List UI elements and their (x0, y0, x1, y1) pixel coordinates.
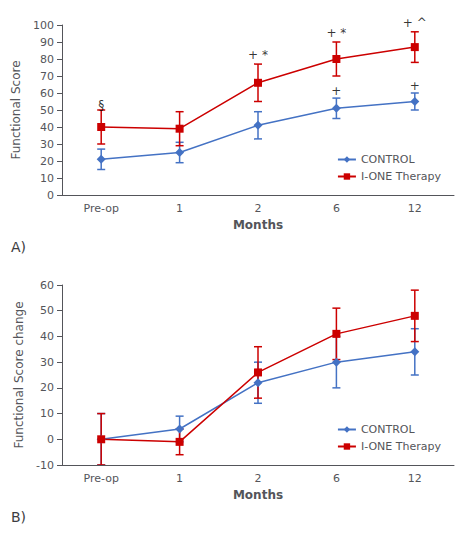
svg-text:A): A) (11, 239, 26, 255)
svg-text:20: 20 (40, 155, 54, 168)
svg-text:30: 30 (40, 356, 54, 369)
svg-text:Months: Months (233, 218, 283, 232)
svg-text:CONTROL: CONTROL (361, 423, 416, 436)
svg-text:50: 50 (40, 304, 54, 317)
svg-text:6: 6 (333, 202, 340, 215)
svg-text:1: 1 (176, 202, 183, 215)
svg-text:12: 12 (408, 472, 422, 485)
svg-text:Months: Months (233, 488, 283, 502)
svg-text:I-ONE Therapy: I-ONE Therapy (361, 170, 442, 183)
svg-text:20: 20 (40, 381, 54, 394)
svg-text:2: 2 (255, 202, 262, 215)
svg-text:Pre-op: Pre-op (84, 202, 119, 215)
svg-text:40: 40 (40, 121, 54, 134)
svg-text:60: 60 (40, 87, 54, 100)
svg-text:10: 10 (40, 407, 54, 420)
svg-text:80: 80 (40, 53, 54, 66)
svg-text:30: 30 (40, 138, 54, 151)
svg-text:Pre-op: Pre-op (84, 472, 119, 485)
svg-text:I-ONE Therapy: I-ONE Therapy (361, 440, 442, 453)
svg-text:Functional Score change: Functional Score change (12, 301, 26, 448)
svg-text:60: 60 (40, 279, 54, 292)
svg-text:0: 0 (47, 433, 54, 446)
svg-text:+: + (331, 84, 341, 98)
svg-text:+: + (410, 79, 420, 93)
svg-text:100: 100 (33, 19, 54, 32)
svg-text:Functional Score: Functional Score (9, 60, 23, 159)
svg-text:CONTROL: CONTROL (361, 153, 416, 166)
svg-text:1: 1 (176, 472, 183, 485)
svg-text:0: 0 (47, 189, 54, 202)
svg-text:+ *: + * (326, 26, 346, 40)
svg-text:6: 6 (333, 472, 340, 485)
svg-text:§: § (98, 98, 104, 112)
svg-text:B): B) (11, 509, 26, 525)
svg-text:12: 12 (408, 202, 422, 215)
svg-text:50: 50 (40, 104, 54, 117)
svg-text:2: 2 (255, 472, 262, 485)
svg-text:10: 10 (40, 172, 54, 185)
svg-text:+ *: + * (248, 48, 268, 62)
svg-text:90: 90 (40, 36, 54, 49)
svg-text:-10: -10 (36, 459, 54, 472)
svg-text:+ ^: + ^ (403, 16, 427, 30)
svg-text:40: 40 (40, 330, 54, 343)
svg-text:70: 70 (40, 70, 54, 83)
